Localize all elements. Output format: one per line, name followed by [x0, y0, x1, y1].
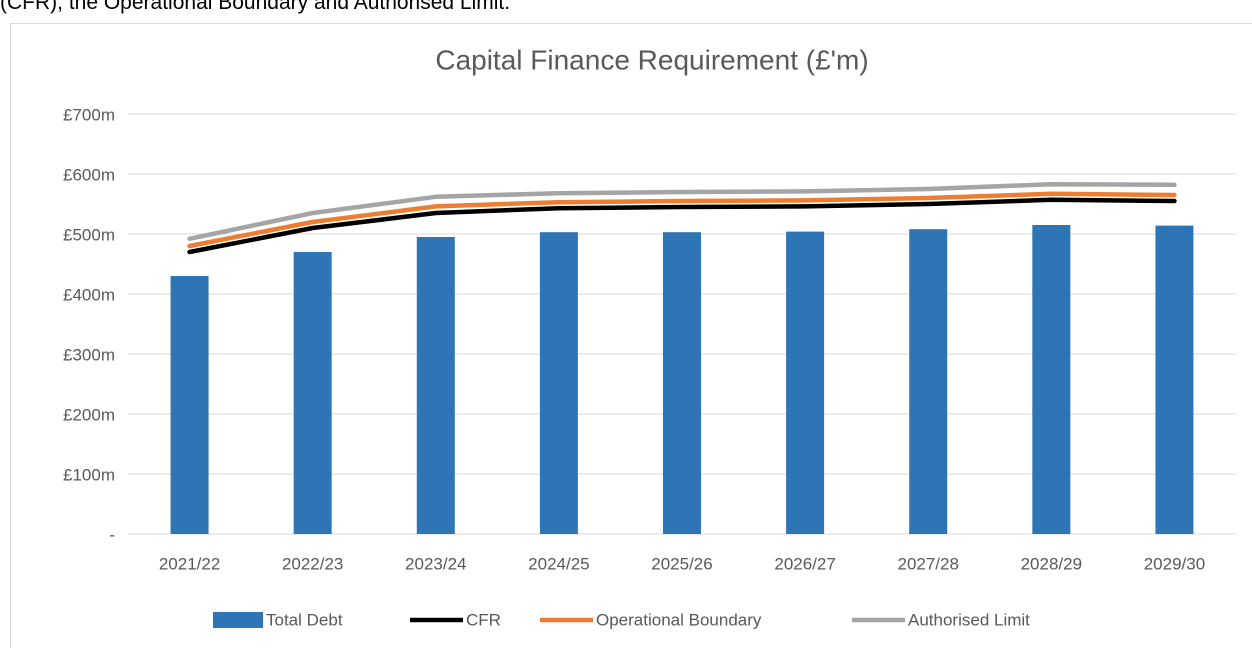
- x-tick-label: 2021/22: [159, 554, 220, 573]
- y-tick-label: £200m: [63, 405, 115, 424]
- y-tick-label: £700m: [63, 105, 115, 124]
- legend-label: Total Debt: [266, 610, 343, 629]
- bar: [663, 232, 701, 534]
- line: [187, 191, 1177, 249]
- x-tick-label: 2026/27: [774, 554, 835, 573]
- chart-border: [10, 23, 1252, 648]
- y-tick-label: £100m: [63, 465, 115, 484]
- line: [187, 181, 1177, 242]
- bar: [416, 237, 455, 534]
- legend-label: Operational Boundary: [596, 610, 762, 629]
- legend-swatch: [213, 612, 263, 628]
- legend-label: CFR: [466, 610, 501, 629]
- y-tick-label: -: [109, 525, 115, 544]
- bar: [293, 252, 332, 534]
- x-tick-label: 2029/30: [1144, 554, 1205, 573]
- x-tick-label: 2028/29: [1021, 554, 1082, 573]
- chart-title: Capital Finance Requirement (£'m): [435, 44, 868, 75]
- bar: [909, 229, 948, 534]
- x-tick-label: 2022/23: [282, 554, 343, 573]
- caption: (CFR), the Operational Boundary and Auth…: [0, 0, 511, 14]
- y-tick-label: £500m: [63, 225, 115, 244]
- y-tick-label: £400m: [63, 285, 115, 304]
- y-tick-label: £600m: [63, 165, 115, 184]
- bar: [1032, 225, 1071, 534]
- x-tick-label: 2023/24: [405, 554, 466, 573]
- x-tick-label: 2024/25: [528, 554, 589, 573]
- bar: [1155, 225, 1194, 534]
- line: [187, 197, 1177, 255]
- x-tick-label: 2025/26: [651, 554, 712, 573]
- y-tick-label: £300m: [63, 345, 115, 364]
- bar: [539, 232, 578, 534]
- bar: [786, 231, 825, 534]
- x-tick-label: 2027/28: [897, 554, 958, 573]
- legend-label: Authorised Limit: [908, 610, 1030, 629]
- bar: [170, 276, 209, 534]
